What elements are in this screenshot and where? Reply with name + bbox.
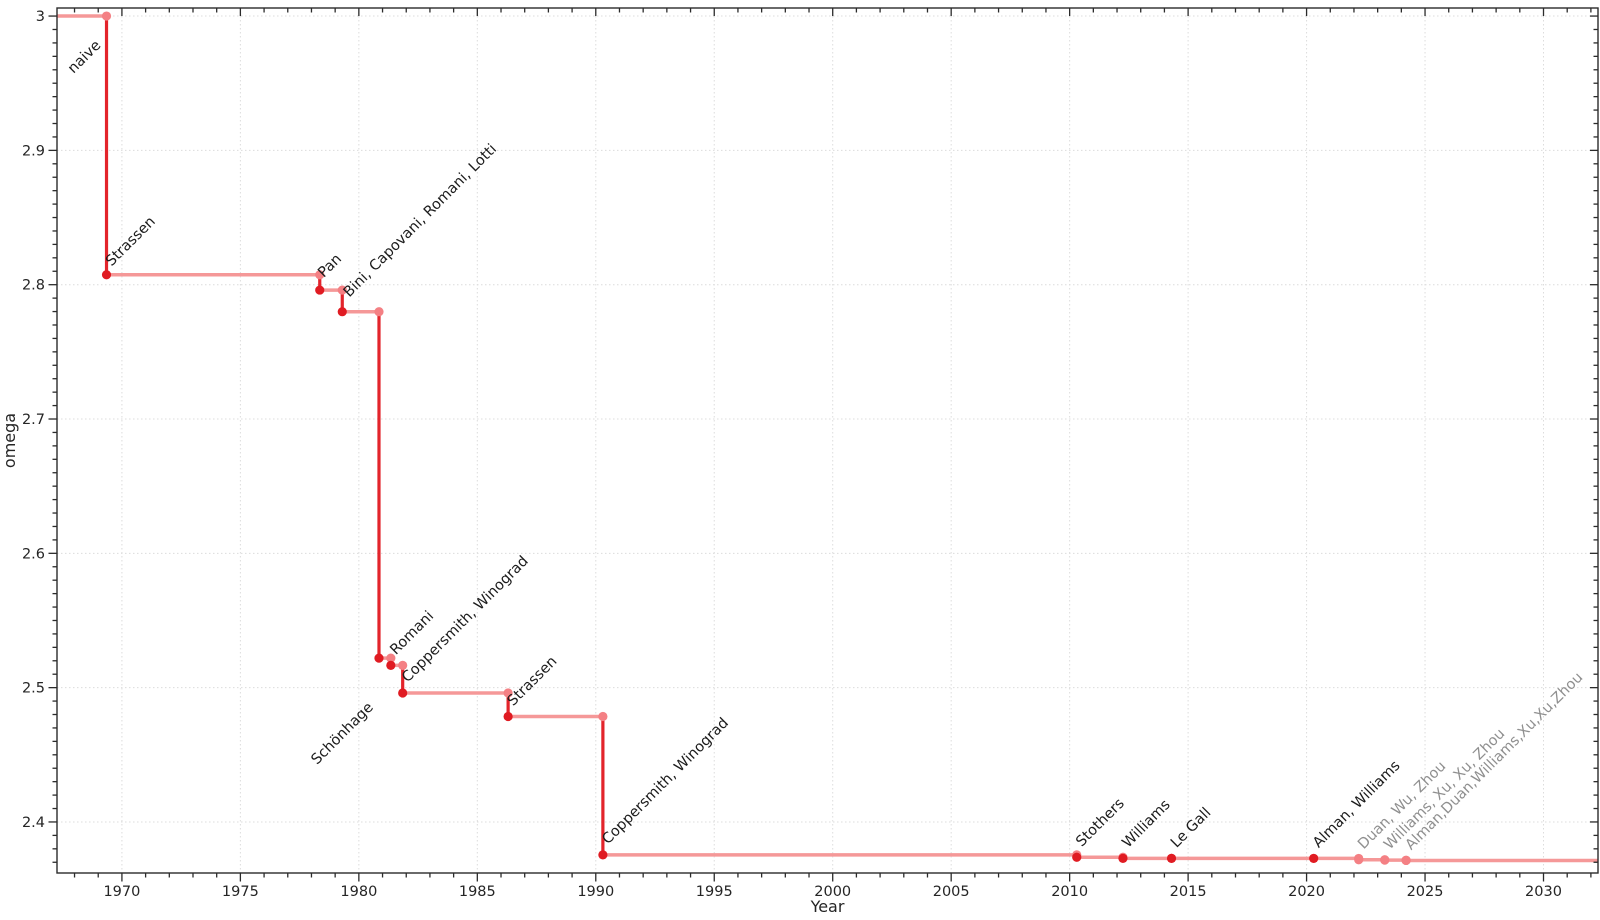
y-tick-label: 2.7	[22, 412, 45, 428]
axis-labels: Year omega	[0, 413, 845, 916]
x-axis-label: Year	[810, 897, 845, 916]
x-tick-label: 2005	[933, 884, 970, 900]
x-tick-label: 1970	[103, 884, 140, 900]
y-tick-label: 3	[36, 9, 45, 25]
y-tick-label: 2.5	[22, 681, 45, 697]
marker-data-point	[598, 850, 608, 860]
grid	[57, 8, 1598, 873]
marker-data-point	[386, 660, 396, 670]
marker-previous-level	[101, 11, 112, 21]
marker-data-point	[315, 285, 325, 295]
marker-data-point	[1166, 853, 1177, 864]
x-tick-label: 1990	[577, 884, 614, 900]
x-tick-label: 2020	[1288, 884, 1325, 900]
marker-data-point	[337, 307, 347, 317]
marker-previous-level	[315, 270, 325, 280]
y-axis-label: omega	[0, 413, 19, 468]
marker-data-point	[398, 688, 408, 698]
plot-border	[56, 7, 1599, 874]
marker-previous-level	[386, 653, 396, 663]
x-tick-label: 1985	[459, 884, 496, 900]
x-tick-label: 1980	[340, 884, 377, 900]
y-tick-label: 2.8	[22, 278, 45, 294]
markers	[101, 11, 1411, 866]
marker-previous-level	[398, 660, 408, 670]
marker-data-point	[1354, 855, 1364, 865]
marker-data-point	[1309, 853, 1319, 864]
y-tick-label: 2.4	[22, 815, 45, 831]
tick-labels: 1970 1975 1980 1985 1990 1995 2000 2005 2010 2015…	[22, 9, 1562, 900]
marker-previous-level	[503, 688, 513, 698]
x-tick-label: 2000	[814, 884, 851, 900]
x-tick-label: 2015	[1170, 884, 1207, 900]
marker-data-point	[1380, 855, 1390, 865]
marker-data-point	[1401, 855, 1411, 866]
x-tick-label: 2010	[1051, 884, 1088, 900]
marker-previous-level	[337, 285, 347, 295]
marker-data-point	[374, 653, 384, 663]
marker-data-point	[503, 711, 513, 722]
marker-data-point	[1072, 852, 1082, 862]
marker-data-point	[101, 270, 112, 280]
x-tick-label: 1995	[696, 884, 733, 900]
y-tick-label: 2.9	[22, 143, 45, 159]
ticks	[48, 8, 1598, 882]
x-tick-label: 2030	[1525, 884, 1562, 900]
x-tick-label: 2025	[1407, 884, 1444, 900]
marker-data-point	[1118, 853, 1128, 863]
x-tick-label: 1975	[222, 884, 259, 900]
y-tick-label: 2.6	[22, 546, 45, 562]
marker-previous-level	[598, 711, 608, 722]
marker-previous-level	[374, 307, 384, 317]
